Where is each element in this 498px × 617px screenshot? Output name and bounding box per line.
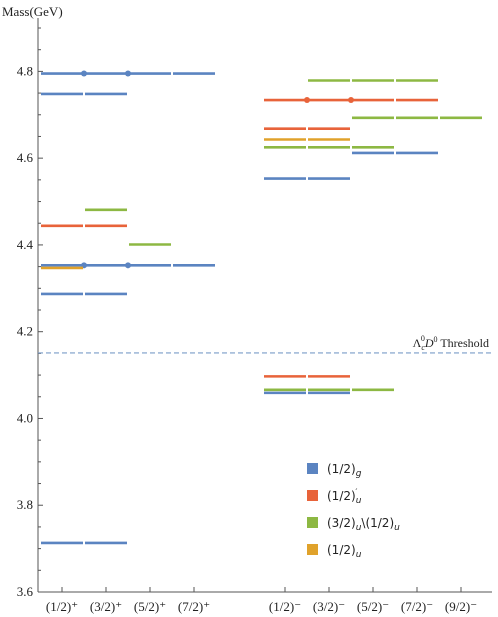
y-tick-label: 4.4 [17, 237, 34, 252]
y-axis-label: Mass(GeV) [2, 4, 63, 19]
level-dot [304, 97, 310, 104]
level-dot [125, 262, 131, 269]
y-tick-label: 4.8 [17, 63, 33, 78]
x-category-label: (5/2)⁻ [357, 599, 389, 614]
legend-swatch [307, 463, 318, 474]
x-category-label: (7/2)⁻ [401, 599, 433, 614]
x-category-label: (7/2)⁺ [178, 599, 210, 614]
x-category-label: (9/2)⁻ [445, 599, 477, 614]
legend-label: (3/2)u\(1/2)u [327, 516, 400, 533]
level-dot [348, 97, 354, 104]
level-dot [125, 70, 131, 77]
x-category-label: (1/2)⁺ [46, 599, 78, 614]
y-tick-label: 3.6 [17, 584, 34, 599]
x-category-label: (3/2)⁺ [90, 599, 122, 614]
y-tick-label: 3.8 [17, 497, 33, 512]
x-category-label: (3/2)⁻ [313, 599, 345, 614]
legend-label: (1/2)g [327, 462, 362, 479]
x-category-label: (1/2)⁻ [269, 599, 301, 614]
legend-label: (1/2)u′ [327, 488, 362, 506]
y-tick-label: 4.6 [17, 150, 34, 165]
y-tick-label: 4.2 [17, 324, 33, 339]
x-category-label: (5/2)⁺ [134, 599, 166, 614]
y-tick-label: 4.0 [17, 410, 33, 425]
legend-swatch [307, 490, 318, 501]
threshold-label: Λc0D0 Threshold [413, 334, 489, 352]
legend-swatch [307, 517, 318, 528]
legend-label: (1/2)u [327, 543, 362, 560]
legend-swatch [307, 544, 318, 555]
level-dot [81, 70, 87, 77]
